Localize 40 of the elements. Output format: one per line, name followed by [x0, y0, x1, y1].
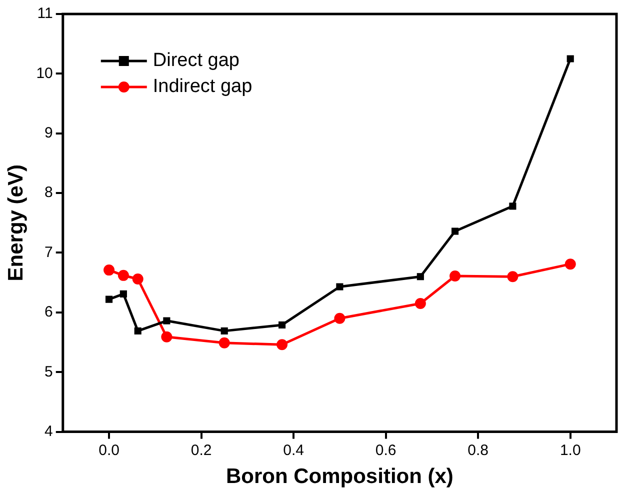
point [218, 337, 230, 348]
point [105, 296, 113, 303]
point [334, 312, 346, 324]
point [104, 264, 115, 276]
x-tick-label: 1.0 [560, 442, 581, 459]
point [450, 270, 461, 282]
x-tick-label: 0.6 [375, 442, 396, 459]
point [118, 270, 129, 281]
x-tick-label: 0.0 [98, 442, 120, 459]
point [276, 339, 288, 350]
y-tick-label: 6 [44, 304, 53, 321]
y-tick-label: 9 [44, 124, 53, 142]
point [509, 202, 516, 210]
x-axis-title: Boron Composition (x) [226, 465, 454, 488]
point [161, 331, 172, 342]
y-tick-label: 11 [37, 5, 53, 22]
x-tick-label: 0.8 [468, 442, 489, 459]
y-axis-title: Energy (eV) [4, 164, 28, 282]
point [132, 274, 144, 285]
point [120, 290, 127, 298]
point [220, 327, 228, 334]
point [414, 298, 426, 309]
point [134, 327, 142, 334]
point [336, 283, 344, 290]
y-tick-label: 8 [44, 184, 53, 202]
point [451, 228, 459, 235]
x-tick-label: 0.2 [190, 442, 212, 459]
point [163, 317, 170, 324]
y-tick-label: 7 [44, 244, 53, 261]
point [416, 273, 424, 280]
point [566, 55, 574, 62]
legend-label: Direct gap [152, 50, 240, 72]
x-tick-label: 0.4 [283, 442, 304, 459]
point [507, 271, 518, 282]
point [564, 258, 576, 270]
y-tick-label: 5 [44, 363, 53, 380]
legend-label: Indirect gap [152, 76, 252, 98]
point [278, 321, 286, 328]
y-tick-label: 4 [44, 422, 53, 440]
y-tick-label: 10 [36, 64, 53, 82]
